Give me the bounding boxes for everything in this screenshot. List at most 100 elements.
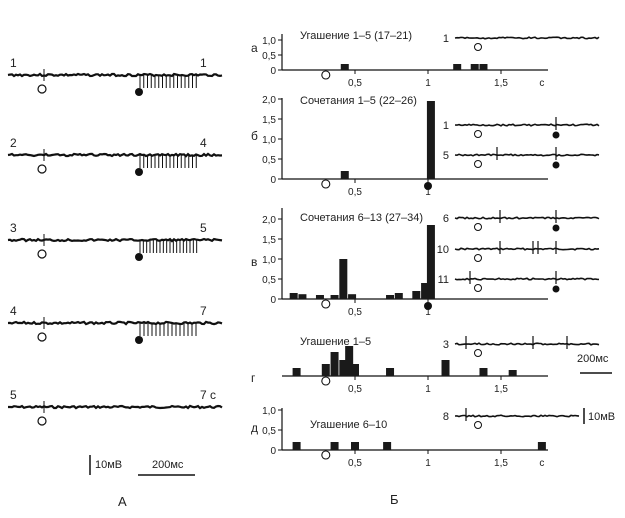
histogram-bar [340, 64, 349, 70]
record-trace: 1 [443, 117, 600, 139]
chart-panel-2: б Сочетания 1–5 (22–26) 0 0,5 1,0 1,5 2,0 0,5 1 1… [251, 95, 600, 198]
cs-marker-open-circle [37, 249, 47, 259]
x-tick-label: 0,5 [348, 384, 362, 395]
panel-title: Сочетания 6–13 (27–34) [300, 212, 423, 224]
trace-number-right: 4 [200, 136, 207, 150]
record-cs-open-circle [474, 254, 482, 262]
x-tick-label: 0,5 [348, 458, 362, 469]
cs-marker-open-circle [321, 179, 331, 189]
x-tick-label: с [539, 458, 544, 469]
record-cs-open-circle [474, 284, 482, 292]
panel-title: Угашение 1–5 [300, 336, 371, 348]
panel-letter: а [251, 41, 258, 55]
record-trace: 3 [443, 336, 600, 357]
us-marker-filled-circle [135, 336, 143, 344]
x-tick-label: 0,5 [348, 307, 362, 318]
x-tick-label: 1 [425, 307, 431, 318]
us-marker-filled-circle [135, 253, 143, 261]
x-tick-label: 0,5 [348, 187, 362, 198]
record-label: 11 [438, 274, 449, 286]
record-label: 1 [443, 33, 449, 45]
y-tick-label: 1,5 [262, 115, 276, 126]
chart-panel-5: д Угашение 6–10 0 0,5 1,0 0,5 1 1,5 с 8 [251, 406, 580, 469]
record-label: 1 [443, 120, 449, 132]
record-cs-open-circle [474, 223, 482, 231]
cs-marker-open-circle [321, 70, 331, 80]
panel-title: Угашение 6–10 [310, 419, 387, 431]
cs-marker-open-circle [37, 332, 47, 342]
histogram-bar [453, 64, 462, 70]
x-tick-label: 1 [425, 78, 431, 89]
histogram-bar [289, 293, 298, 299]
y-tick-label: 1,0 [262, 255, 276, 266]
histogram-bar [351, 442, 359, 450]
us-marker-filled-circle [424, 302, 432, 310]
panel-letter: г [251, 371, 256, 385]
trace-number-right: 7 с [200, 388, 216, 402]
histogram-bar [292, 368, 301, 376]
record-us-filled-circle [552, 285, 560, 293]
chart-panel-4: г Угашение 1–5 0,5 1 1,5 3 [251, 336, 600, 395]
record-trace: 6 [443, 210, 600, 232]
record-us-filled-circle [552, 161, 560, 169]
scale-bar-voltage-b: 10мВ [588, 411, 615, 423]
part-a-label: А [118, 494, 127, 509]
trace-number-left: 3 [10, 221, 17, 235]
trace-number-right: 5 [200, 221, 207, 235]
y-tick-label: 1,5 [262, 235, 276, 246]
record-line [454, 414, 580, 418]
cs-marker-open-circle [37, 164, 47, 174]
histogram-bar [339, 360, 348, 376]
us-marker-filled-circle [135, 168, 143, 176]
record-cs-open-circle [474, 349, 482, 357]
histogram-bar [383, 442, 392, 450]
record-label: 10 [437, 244, 449, 256]
record-trace: 11 [438, 271, 600, 293]
histogram-bar [348, 294, 357, 299]
histogram-bar [508, 370, 517, 376]
scale-bar-voltage: 10мВ [95, 459, 122, 471]
x-tick-label: 1 [425, 187, 431, 198]
record-line [454, 36, 600, 40]
y-tick-label: 0,5 [262, 275, 276, 286]
cs-marker-open-circle [321, 450, 331, 460]
record-label: 6 [443, 213, 449, 225]
panel-letter: в [251, 255, 257, 269]
histogram-bar [340, 171, 349, 179]
us-marker-filled-circle [135, 88, 143, 96]
y-tick-label: 0,5 [262, 426, 276, 437]
record-cs-open-circle [474, 130, 482, 138]
histogram-bar [330, 352, 339, 376]
y-tick-label: 0 [270, 295, 276, 306]
cs-marker-open-circle [321, 376, 331, 386]
histogram-bar [345, 346, 354, 376]
panel-title: Сочетания 1–5 (22–26) [300, 95, 417, 107]
histogram-bar [421, 283, 430, 299]
cs-marker-open-circle [321, 299, 331, 309]
record-line [454, 277, 600, 281]
y-tick-label: 1,0 [262, 135, 276, 146]
histogram-bar [351, 364, 359, 376]
trace-line [7, 72, 223, 78]
histogram-bar [330, 295, 339, 299]
chart-panel-1: а Угашение 1–5 (17–21) 0 0,5 1,0 0,5 1 1,5 с 1 [251, 30, 600, 89]
x-tick-label: 1,5 [494, 384, 508, 395]
histogram-bar [479, 368, 488, 376]
histogram-bar [292, 442, 301, 450]
trace-number-right: 7 [200, 304, 207, 318]
histogram-bar [298, 294, 307, 299]
histogram-bar [386, 368, 395, 376]
x-tick-label: 1 [425, 458, 431, 469]
panel-title: Угашение 1–5 (17–21) [300, 30, 412, 42]
trace-number-left: 2 [10, 136, 17, 150]
scale-bar-time-b: 200мс [577, 353, 609, 365]
x-tick-label: 1,5 [494, 458, 508, 469]
y-tick-label: 0 [270, 175, 276, 186]
part-b-panels: а Угашение 1–5 (17–21) 0 0,5 1,0 0,5 1 1,5 с 1 б Со… [251, 30, 600, 469]
record-trace: 5 [443, 147, 600, 169]
x-tick-label: 0,5 [348, 78, 362, 89]
